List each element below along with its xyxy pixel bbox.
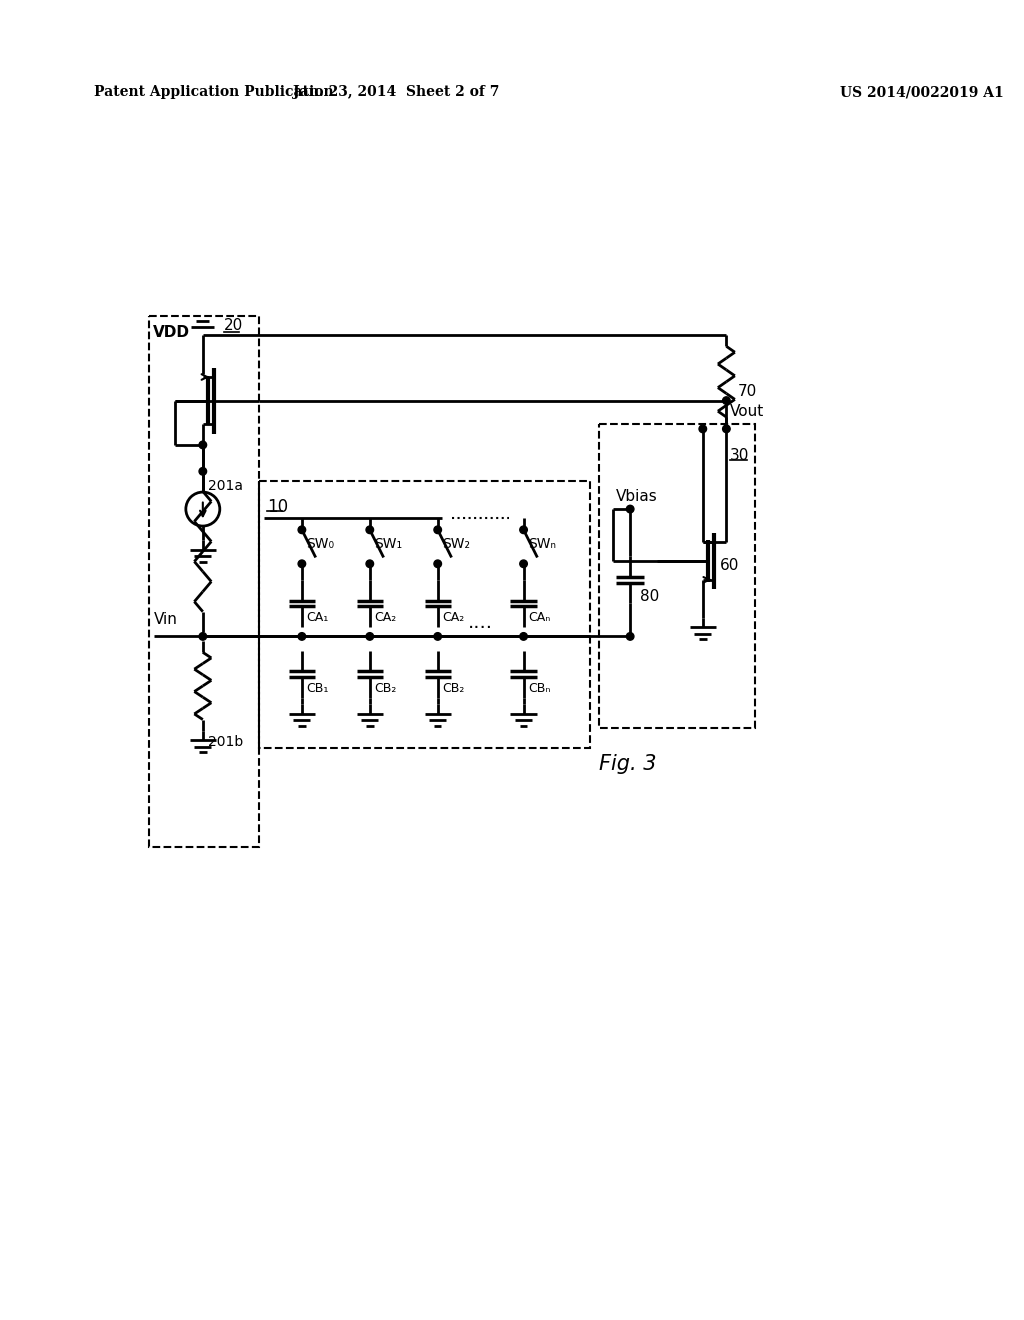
- Circle shape: [723, 425, 730, 433]
- Circle shape: [199, 632, 207, 640]
- Circle shape: [366, 632, 374, 640]
- Circle shape: [520, 632, 527, 640]
- Text: Patent Application Publication: Patent Application Publication: [94, 84, 334, 99]
- Circle shape: [434, 632, 441, 640]
- Circle shape: [199, 441, 207, 449]
- Text: CB₂: CB₂: [375, 681, 397, 694]
- Text: 80: 80: [640, 589, 658, 605]
- Text: SW₁: SW₁: [375, 537, 402, 550]
- Circle shape: [366, 560, 374, 568]
- Circle shape: [298, 527, 305, 533]
- Text: 201a: 201a: [208, 479, 243, 492]
- Text: Jan. 23, 2014  Sheet 2 of 7: Jan. 23, 2014 Sheet 2 of 7: [293, 84, 500, 99]
- Text: 201b: 201b: [208, 735, 243, 750]
- Text: 70: 70: [737, 384, 757, 399]
- Circle shape: [199, 467, 207, 475]
- Text: 30: 30: [730, 447, 750, 463]
- Circle shape: [298, 632, 305, 640]
- Text: VDD: VDD: [153, 325, 189, 341]
- Text: SW₂: SW₂: [442, 537, 470, 550]
- Circle shape: [520, 527, 527, 533]
- Text: 20: 20: [223, 318, 243, 333]
- Bar: [599, 424, 755, 727]
- Circle shape: [366, 527, 374, 533]
- Circle shape: [434, 527, 441, 533]
- Text: 10: 10: [267, 498, 288, 516]
- Circle shape: [520, 560, 527, 568]
- Text: Vout: Vout: [730, 404, 764, 420]
- Circle shape: [627, 506, 634, 513]
- Text: CA₂: CA₂: [375, 611, 396, 624]
- Text: CBₙ: CBₙ: [528, 681, 551, 694]
- Circle shape: [298, 560, 305, 568]
- Text: 60: 60: [720, 558, 739, 573]
- Text: CB₂: CB₂: [442, 681, 465, 694]
- Bar: [150, 315, 259, 847]
- Text: CA₁: CA₁: [306, 611, 329, 624]
- Circle shape: [699, 425, 707, 433]
- Text: Vin: Vin: [154, 612, 177, 627]
- Text: CAₙ: CAₙ: [528, 611, 551, 624]
- Bar: [259, 480, 590, 747]
- Text: US 2014/0022019 A1: US 2014/0022019 A1: [840, 84, 1004, 99]
- Text: CB₁: CB₁: [306, 681, 329, 694]
- Circle shape: [627, 632, 634, 640]
- Text: Vbias: Vbias: [616, 490, 657, 504]
- Text: ....: ....: [468, 612, 494, 632]
- Text: CA₂: CA₂: [442, 611, 465, 624]
- Text: SWₙ: SWₙ: [528, 537, 556, 550]
- Text: SW₀: SW₀: [306, 537, 335, 550]
- Text: Fig. 3: Fig. 3: [599, 754, 656, 775]
- Circle shape: [723, 397, 730, 404]
- Circle shape: [434, 560, 441, 568]
